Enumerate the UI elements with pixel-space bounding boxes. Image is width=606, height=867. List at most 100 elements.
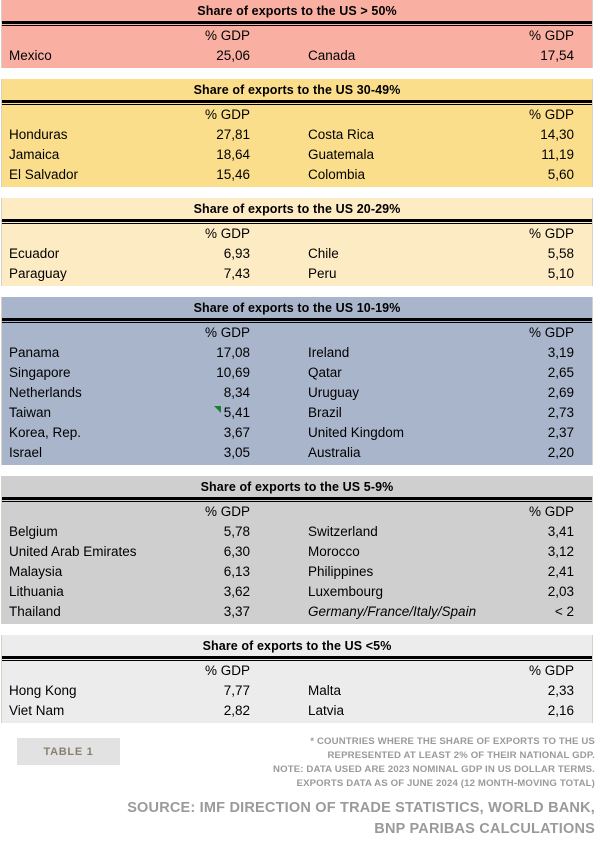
gdp-value-left: 8,34 [150,383,298,403]
gdp-value-left-text: 25,06 [216,48,250,63]
table-groups-container: Share of exports to the US > 50% % GDP % G… [1,0,593,723]
table-row: El Salvador 15,46 Colombia 5,60 [2,165,592,185]
gdp-value-left: 5,78 [150,522,298,542]
table-row: Hong Kong 7,77 Malta 2,33 [2,681,592,701]
gdp-value-left: 3,37 [150,602,298,622]
group-title: Share of exports to the US 20-29% [2,198,592,224]
gdp-value-right: 2,65 [547,365,574,380]
gdp-value-left: 6,30 [150,542,298,562]
group-title: Share of exports to the US <5% [2,635,592,661]
export-share-group: Share of exports to the US 10-19%% GDP% … [1,297,593,465]
gdp-value-left-text: 7,43 [223,266,250,281]
table-row: Korea, Rep. 3,67 United Kingdom 2,37 [2,423,592,443]
country-name-left: Lithuania [9,584,64,599]
country-name-right: Chile [308,246,339,261]
column-header-row: % GDP % GDP [2,661,592,681]
comment-marker-icon [214,406,221,413]
group-rows: % GDP % GDP Hong Kong 7,77 Malta 2,33 Viet Nam… [2,659,592,723]
source-line: BNP PARIBAS CALCULATIONS [374,821,595,837]
table-row: Ecuador 6,93 Chile 5,58 [2,244,592,264]
country-name-left: Netherlands [9,385,82,400]
country-name-left: United Arab Emirates [9,544,137,559]
source-credit: SOURCE: IMF DIRECTION OF TRADE STATISTIC… [0,798,600,840]
table-row: Mexico 25,06 Canada 17,54 [2,46,592,66]
group-title: Share of exports to the US 30-49% [2,79,592,105]
column-header-gdp-right: % GDP [528,226,574,241]
gdp-value-right: 2,69 [547,385,574,400]
gdp-value-left: 27,81 [150,125,298,145]
gdp-value-left-text: 6,13 [223,564,250,579]
gdp-value-left-text: 3,05 [223,445,250,460]
column-header-gdp-left: % GDP [204,107,250,122]
export-share-group: Share of exports to the US 20-29%% GDP% … [1,198,593,286]
gdp-value-right: 17,54 [540,48,574,63]
country-name-right: Brazil [308,405,342,420]
country-name-left: Singapore [9,365,71,380]
country-name-left: Korea, Rep. [9,425,82,440]
footnote-line: * COUNTRIES WHERE THE SHARE OF EXPORTS T… [310,736,595,747]
table-row: Honduras 27,81 Costa Rica 14,30 [2,125,592,145]
group-title: Share of exports to the US 5-9% [2,476,592,502]
column-header-row: % GDP % GDP [2,26,592,46]
gdp-value-left-text: 8,34 [223,385,250,400]
country-name-right: Canada [308,48,356,63]
country-name-right: Switzerland [308,524,378,539]
column-header-gdp-left: % GDP [204,325,250,340]
gdp-value-right: 2,73 [547,405,574,420]
country-name-right: Costa Rica [308,127,375,142]
country-name-left: Taiwan [9,405,52,420]
export-share-group: Share of exports to the US 5-9%% GDP% GD… [1,476,593,624]
gdp-value-right: 2,20 [547,445,574,460]
country-name-left: El Salvador [9,167,79,182]
gdp-value-right: 14,30 [540,127,574,142]
footnote-line: NOTE: DATA USED ARE 2023 NOMINAL GDP IN … [273,764,595,775]
gdp-value-right: 3,41 [547,524,574,539]
country-name-left: Viet Nam [9,703,65,718]
gdp-value-left: 18,64 [150,145,298,165]
gdp-value-left: 5,41 [150,403,298,423]
country-name-right: Philippines [308,564,374,579]
gdp-value-left-text: 2,82 [223,703,250,718]
gdp-value-right: 2,37 [547,425,574,440]
gdp-value-right: 5,58 [547,246,574,261]
gdp-value-right: 2,41 [547,564,574,579]
gdp-value-left-text: 18,64 [216,147,250,162]
table-row: Viet Nam 2,82 Latvia 2,16 [2,701,592,721]
gdp-value-left: 15,46 [150,165,298,185]
group-rows: % GDP % GDP Mexico 25,06 Canada 17,54 [2,24,592,68]
gdp-value-left-text: 3,37 [223,604,250,619]
group-title: Share of exports to the US 10-19% [2,297,592,323]
group-title: Share of exports to the US > 50% [2,0,592,26]
column-header-gdp-right: % GDP [528,663,574,678]
group-rows: % GDP % GDP Honduras 27,81 Costa Rica 14,30 Ja… [2,103,592,187]
column-header-gdp-right: % GDP [528,107,574,122]
country-name-right: Malta [308,683,342,698]
gdp-value-left: 25,06 [150,46,298,66]
country-name-right: Germany/France/Italy/Spain [308,604,477,619]
country-name-left: Mexico [9,48,52,63]
gdp-value-left: 7,43 [150,264,298,284]
gdp-value-left: 3,62 [150,582,298,602]
footnotes: * COUNTRIES WHERE THE SHARE OF EXPORTS T… [0,735,600,791]
gdp-value-left: 17,08 [150,343,298,363]
gdp-value-right: 5,10 [547,266,574,281]
table-footer: TABLE 1 * COUNTRIES WHERE THE SHARE OF E… [0,735,606,840]
column-header-gdp-left: % GDP [204,504,250,519]
table-row: Belgium 5,78 Switzerland 3,41 [2,522,592,542]
gdp-value-right: 5,60 [547,167,574,182]
country-name-left: Malaysia [9,564,63,579]
table-row: Taiwan 5,41 Brazil 2,73 [2,403,592,423]
country-name-right: Guatemala [308,147,375,162]
column-header-gdp-left: % GDP [204,663,250,678]
country-name-left: Paraguay [9,266,67,281]
group-rows: % GDP % GDP Ecuador 6,93 Chile 5,58 Paraguay 7,… [2,222,592,286]
gdp-value-right: 2,33 [547,683,574,698]
gdp-value-right: 2,03 [547,584,574,599]
gdp-value-left-text: 15,46 [216,167,250,182]
gdp-value-left: 7,77 [150,681,298,701]
gdp-value-left: 6,13 [150,562,298,582]
column-header-row: % GDP % GDP [2,323,592,343]
export-share-group: Share of exports to the US > 50%% GDP% G… [1,0,593,68]
gdp-value-left-text: 27,81 [216,127,250,142]
gdp-value-left-text: 7,77 [223,683,250,698]
